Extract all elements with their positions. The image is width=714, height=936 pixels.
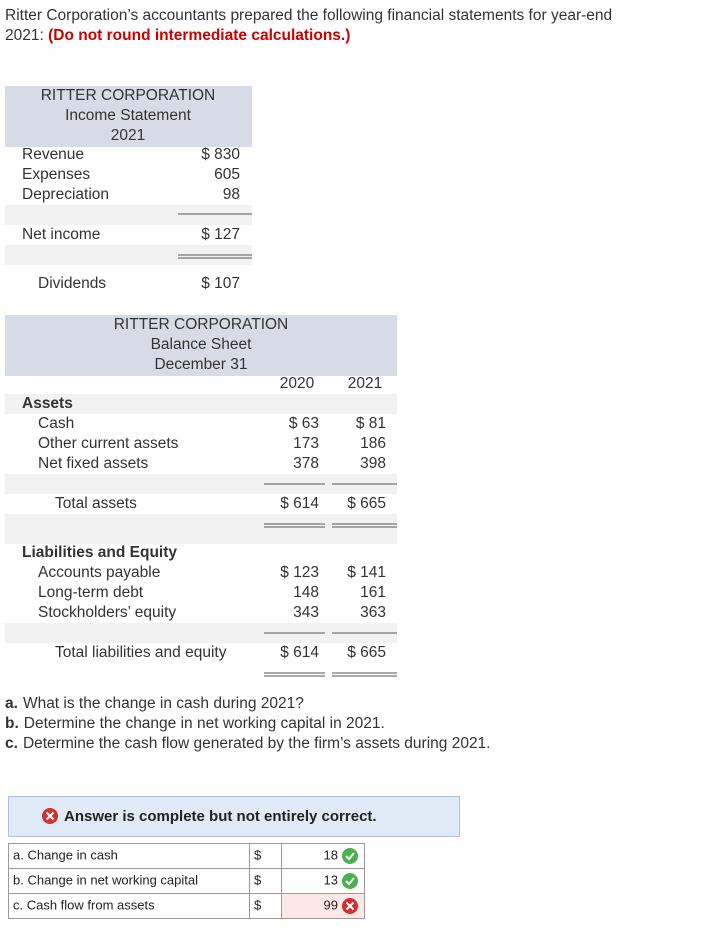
x-mark <box>45 811 55 821</box>
row-label: Liabilities and Equity <box>22 544 177 561</box>
banner-text: Answer is complete but not entirely corr… <box>64 808 377 825</box>
row-label: Depreciation <box>22 186 109 203</box>
statement-header: RITTER CORPORATION <box>114 316 289 333</box>
x-mark <box>345 901 355 911</box>
answer-label: c. Cash flow from assets <box>13 897 155 912</box>
row-label: Accounts payable <box>38 564 160 581</box>
row-band <box>5 394 397 414</box>
row-value: $ 665 <box>347 644 386 661</box>
row-value: $ 63 <box>289 415 319 432</box>
question-label: b. <box>5 715 19 732</box>
intro-line: 2021: (Do not round intermediate calcula… <box>5 27 350 44</box>
row-value: $ 665 <box>347 495 386 512</box>
statement-header: December 31 <box>154 356 247 373</box>
row-label: Long-term debt <box>38 584 144 601</box>
row-label: Net income <box>22 226 100 243</box>
answer-currency: $ <box>254 897 262 912</box>
row-band <box>5 315 397 376</box>
answer-value: 99 <box>324 897 338 912</box>
row-value: $ 81 <box>356 415 386 432</box>
row-label: Assets <box>22 395 73 412</box>
row-value: $ 123 <box>280 564 319 581</box>
row-value: 148 <box>293 584 319 601</box>
row-value: 98 <box>223 186 240 203</box>
row-label: Net fixed assets <box>38 455 149 472</box>
question: c. Determine the cash flow generated by t… <box>5 735 491 752</box>
row-value: $ 830 <box>201 146 240 163</box>
question: b. Determine the change in net working ca… <box>5 715 385 732</box>
row-label: Other current assets <box>38 435 179 452</box>
answer-label: b. Change in net working capital <box>13 872 198 887</box>
intro-line: Ritter Corporation’s accountants prepare… <box>5 7 612 24</box>
question-text: Determine the cash flow generated by the… <box>23 735 491 752</box>
row-label: Total assets <box>55 495 137 512</box>
row-band <box>5 245 252 265</box>
answer-cell <box>8 868 250 894</box>
check-mark <box>345 877 355 886</box>
row-label: Cash <box>38 415 74 432</box>
row-value: $ 141 <box>347 564 386 581</box>
statement-header: RITTER CORPORATION <box>41 87 216 104</box>
answer-currency: $ <box>254 872 262 887</box>
row-value: 378 <box>293 455 319 472</box>
question-label: a. <box>5 695 18 712</box>
check-icon <box>342 848 358 864</box>
row-label: Total liabilities and equity <box>55 644 227 661</box>
row-value: $ 614 <box>280 495 319 512</box>
row-label: Stockholders’ equity <box>38 604 176 621</box>
row-value: $ 614 <box>280 644 319 661</box>
question: a. What is the change in cash during 2021… <box>5 695 304 712</box>
answer-cell <box>8 893 250 919</box>
answer-cell <box>249 893 282 919</box>
question-text: What is the change in cash during 2021? <box>23 695 304 712</box>
row-value: 605 <box>214 166 240 183</box>
row-value: 161 <box>360 584 386 601</box>
row-band <box>5 514 397 544</box>
row-band <box>5 623 397 643</box>
row-value: 363 <box>360 604 386 621</box>
answer-value: 13 <box>324 872 338 887</box>
question-label: c. <box>5 735 18 752</box>
row-band <box>5 86 252 147</box>
column-header: 2020 <box>280 375 315 392</box>
row-value: 343 <box>293 604 319 621</box>
question-text: Determine the change in net working capi… <box>24 715 385 732</box>
row-label: Revenue <box>22 146 84 163</box>
row-value: 398 <box>360 455 386 472</box>
answer-currency: $ <box>254 847 262 862</box>
answer-banner <box>8 796 460 837</box>
row-band <box>5 205 252 225</box>
column-header: 2021 <box>348 375 382 392</box>
intro-note: (Do not round intermediate calculations.… <box>48 27 350 44</box>
intro-year: 2021: <box>5 27 44 44</box>
check-icon <box>342 873 358 889</box>
row-label: Dividends <box>38 275 106 292</box>
row-value: $ 127 <box>201 226 240 243</box>
row-value: 173 <box>293 435 319 452</box>
statement-header: Income Statement <box>65 107 191 124</box>
row-value: $ 107 <box>201 275 240 292</box>
row-value: 186 <box>360 435 386 452</box>
statement-header: Balance Sheet <box>151 336 253 353</box>
row-label: Expenses <box>22 166 90 183</box>
answer-value: 18 <box>324 847 338 862</box>
answer-cell <box>249 843 282 869</box>
check-mark <box>345 852 355 861</box>
answer-label: a. Change in cash <box>13 847 118 862</box>
statement-header: 2021 <box>111 127 145 144</box>
row-band <box>5 474 397 494</box>
answer-cell <box>8 843 250 869</box>
